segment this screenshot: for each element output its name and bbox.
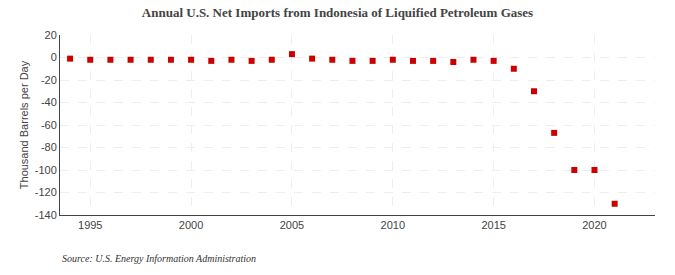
svg-text:Annual U.S. Net Imports from I: Annual U.S. Net Imports from Indonesia o… xyxy=(142,5,533,20)
svg-text:-100: -100 xyxy=(35,164,57,176)
svg-text:1995: 1995 xyxy=(78,219,102,231)
svg-text:-20: -20 xyxy=(41,74,57,86)
svg-text:0: 0 xyxy=(51,51,57,63)
svg-text:2010: 2010 xyxy=(381,219,405,231)
svg-text:-60: -60 xyxy=(41,119,57,131)
svg-text:-120: -120 xyxy=(35,186,57,198)
svg-text:-40: -40 xyxy=(41,96,57,108)
svg-text:Thousand Barrels per Day: Thousand Barrels per Day xyxy=(18,60,30,189)
svg-text:2000: 2000 xyxy=(179,219,203,231)
svg-text:2015: 2015 xyxy=(481,219,505,231)
svg-text:2005: 2005 xyxy=(280,219,304,231)
svg-text:2020: 2020 xyxy=(582,219,606,231)
svg-text:-140: -140 xyxy=(35,209,57,221)
svg-text:-80: -80 xyxy=(41,141,57,153)
svg-text:20: 20 xyxy=(45,29,57,41)
svg-text:Source: U.S. Energy Informatio: Source: U.S. Energy Information Administ… xyxy=(62,253,256,264)
